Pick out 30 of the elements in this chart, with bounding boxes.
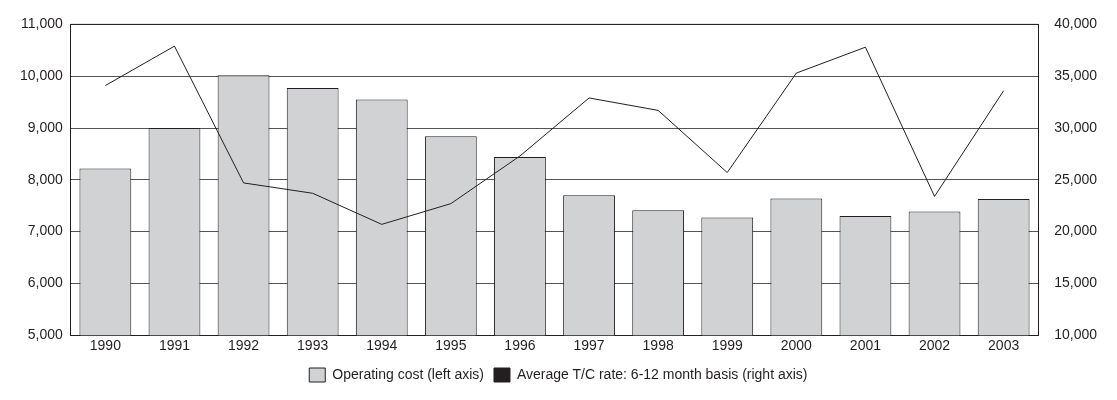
y2-tick-label: 25,000 [1054, 170, 1098, 187]
x-tick-label: 1997 [573, 337, 605, 354]
x-tick-label: 1991 [158, 337, 191, 354]
x-tick-label: 1992 [227, 337, 260, 354]
x-tick-label: 2000 [780, 337, 813, 354]
x-tick-label: 1998 [642, 337, 674, 354]
x-tick-label: 1994 [366, 337, 398, 354]
y-tick-label: 10,000 [19, 67, 64, 84]
x-tick-label: 1999 [711, 337, 744, 354]
y-tick-label: 9,000 [27, 118, 64, 135]
y-tick-label: 5,000 [27, 326, 64, 343]
y-tick-label: 8,000 [27, 170, 64, 187]
x-tick-label: 1990 [89, 337, 122, 354]
x-tick-label: 1993 [297, 337, 329, 354]
y-tick-label: 6,000 [27, 274, 64, 291]
y2-tick-label: 20,000 [1054, 222, 1098, 239]
y2-tick-label: 35,000 [1054, 67, 1098, 84]
y2-tick-label: 30,000 [1054, 118, 1098, 135]
x-tick-label: 2003 [988, 337, 1020, 354]
y-tick-label: 11,000 [21, 15, 64, 32]
legend-label: Operating cost (left axis) [332, 365, 484, 382]
y2-tick-label: 40,000 [1054, 15, 1098, 32]
x-tick-label: 2002 [918, 337, 951, 354]
y-tick-label: 7,000 [27, 222, 64, 239]
y2-tick-label: 10,000 [1054, 326, 1098, 343]
y2-tick-label: 15,000 [1054, 274, 1098, 291]
x-tick-label: 1996 [504, 337, 536, 354]
x-tick-label: 1995 [435, 337, 467, 354]
legend-label: Average T/C rate: 6-12 month basis (right axis) [516, 365, 808, 382]
x-tick-label: 2001 [849, 337, 882, 354]
